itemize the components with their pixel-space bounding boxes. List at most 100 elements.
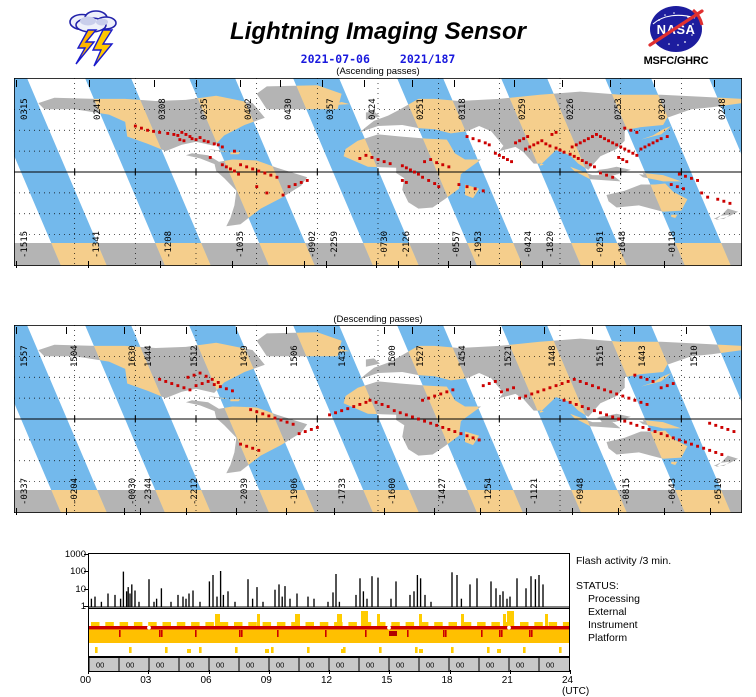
orbit-time-label: -1254: [484, 477, 494, 505]
orbit-time-label: 0259: [518, 98, 528, 120]
time-axis-label: 09: [260, 675, 272, 686]
orbit-tick: [236, 327, 237, 334]
orbit-tick: [618, 508, 619, 515]
flash-y-tick: 1: [46, 602, 86, 612]
time-axis-tick: [329, 670, 330, 674]
orbit-tick: [334, 508, 335, 515]
orbit-time-label: -0902: [308, 230, 318, 258]
svg-text:00: 00: [246, 661, 254, 670]
orbit-time-label: 0251: [416, 98, 426, 120]
orbit-time-label: -0424: [524, 230, 534, 258]
orbit-tick: [280, 80, 281, 87]
status-heading: STATUS:: [576, 580, 619, 592]
orbit-time-label: 1521: [504, 345, 514, 367]
orbit-time-label: 0357: [326, 98, 336, 120]
bottom-panel: 1000100101 00000000000000000000000000000…: [0, 545, 756, 697]
time-axis-label: 12: [321, 675, 333, 686]
orbit-tick: [160, 261, 161, 268]
svg-text:00: 00: [546, 661, 554, 670]
orbit-time-label: -1035: [236, 230, 246, 258]
orbit-tick: [196, 80, 197, 87]
agency-label: MSFC/GHRC: [643, 55, 709, 67]
orbit-time-label: -1906: [290, 477, 300, 505]
orbit-tick: [562, 80, 563, 87]
orbit-tick: [610, 80, 611, 87]
orbit-tick: [326, 261, 327, 268]
time-axis-tick: [268, 670, 270, 674]
svg-text:00: 00: [276, 661, 284, 670]
nasa-meatball-logo: NASA: [645, 4, 707, 54]
orbit-time-label: 0235: [200, 98, 210, 120]
orbit-time-label: 1557: [20, 345, 30, 367]
orbit-time-label: -1515: [20, 230, 30, 258]
status-plot[interactable]: [88, 609, 570, 657]
orbit-time-label: -0557: [452, 230, 462, 258]
orbit-tick: [634, 327, 635, 334]
orbit-time-label: -0643: [668, 477, 678, 505]
nasa-branding: NASA MSFC/GHRC: [624, 4, 728, 74]
orbit-time-label: 1512: [190, 345, 200, 367]
orbit-tick: [376, 261, 377, 268]
orbit-tick: [240, 80, 241, 87]
svg-text:00: 00: [426, 661, 434, 670]
orbit-time-label: 1439: [240, 345, 250, 367]
orbit-tick: [384, 327, 385, 334]
orbit-tick: [398, 261, 399, 268]
orbit-time-label: 1448: [548, 345, 558, 367]
orbit-time-label: -2212: [190, 477, 200, 505]
orbit-time-label: 0318: [458, 98, 468, 120]
svg-text:00: 00: [156, 661, 164, 670]
orbit-tick: [186, 508, 187, 515]
orbit-time-label: -1121: [530, 477, 540, 505]
orbit-tick: [88, 261, 89, 268]
orbit-time-label: -0204: [70, 477, 80, 505]
orbit-time-label: -0948: [576, 477, 586, 505]
ascending-pass-map[interactable]: [14, 78, 742, 266]
status-row-instrument: Instrument: [588, 619, 638, 631]
orbit-time-label: 0402: [244, 98, 254, 120]
orbit-tick: [454, 327, 455, 334]
orbit-tick: [334, 327, 335, 334]
time-axis-label: 18: [441, 675, 453, 686]
orbit-timeline[interactable]: 00 00 00 00 00 00 00 00 00 00 00 00 00 00 00 00: [88, 657, 570, 672]
orbit-tick: [16, 261, 17, 268]
orbit-time-label: 0308: [158, 98, 168, 120]
dateline: 2021-07-06 2021/187: [0, 52, 756, 66]
time-axis-label: 06: [200, 675, 212, 686]
page-header: Lightning Imaging Sensor 2021-07-06 2021…: [0, 0, 756, 77]
orbit-tick: [470, 261, 471, 268]
legend: Flash activity /3 min. STATUS: Processin…: [576, 555, 671, 645]
svg-text:00: 00: [126, 661, 134, 670]
time-axis-label: 24 (UTC): [562, 675, 590, 697]
orbit-time-label: 0253: [614, 98, 624, 120]
time-axis-label: 00: [80, 675, 92, 686]
orbit-time-label: -1208: [164, 230, 174, 258]
descending-pass-map[interactable]: [14, 325, 742, 513]
orbit-time-label: 0248: [718, 98, 728, 120]
svg-text:00: 00: [216, 661, 224, 670]
orbit-time-label: -0510: [714, 477, 724, 505]
svg-text:00: 00: [366, 661, 374, 670]
orbit-time-label: 1630: [128, 345, 138, 367]
orbit-tick: [572, 508, 573, 515]
orbit-tick: [514, 80, 515, 87]
orbit-time-label: -2259: [330, 230, 340, 258]
orbit-tick: [384, 508, 385, 515]
orbit-time-label: -2126: [402, 230, 412, 258]
orbit-time-label: 0315: [20, 98, 30, 120]
flash-activity-legend-label: Flash activity /3 min.: [576, 555, 672, 567]
svg-text:00: 00: [396, 661, 404, 670]
svg-text:00: 00: [306, 661, 314, 670]
orbit-time-label: 1506: [290, 345, 300, 367]
orbit-time-label: -0118: [668, 230, 678, 258]
svg-text:00: 00: [456, 661, 464, 670]
orbit-time-label: 1510: [690, 345, 700, 367]
orbit-tick: [520, 261, 521, 268]
orbit-tick: [322, 80, 323, 87]
orbit-tick: [236, 508, 237, 515]
orbit-tick: [480, 508, 481, 515]
flash-activity-plot[interactable]: [88, 553, 570, 609]
time-axis-tick: [208, 670, 210, 674]
flash-y-tick: 1000: [64, 549, 86, 560]
